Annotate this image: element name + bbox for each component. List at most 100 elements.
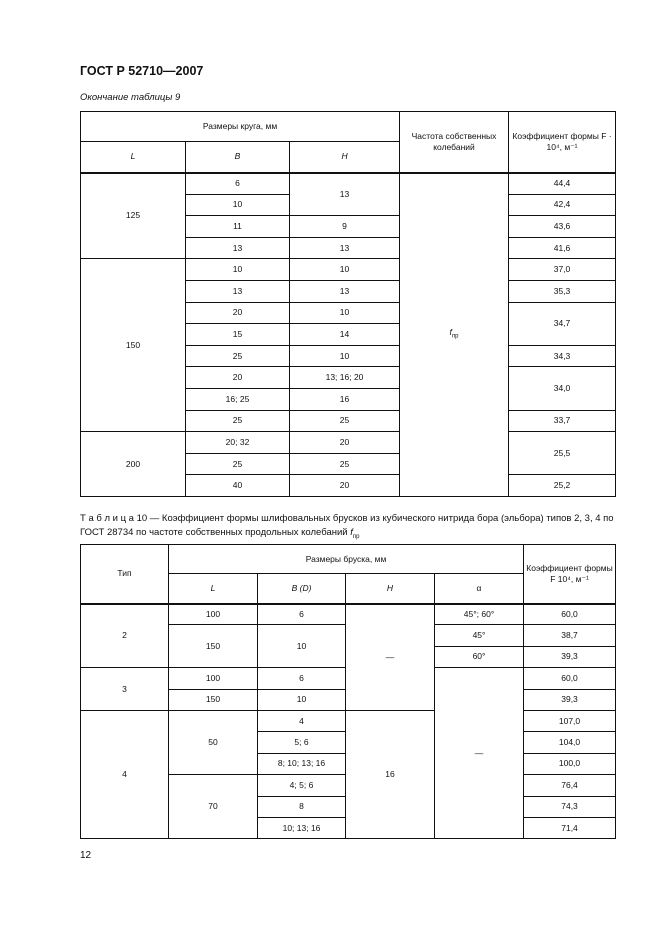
cell-text: 16; 25 bbox=[225, 393, 250, 404]
cell-text: 10 bbox=[296, 640, 307, 651]
cell-text: Частота собственных колебаний bbox=[411, 130, 497, 152]
cell-text: 10; 13; 16 bbox=[282, 822, 321, 833]
table-cell: 34,7 bbox=[508, 301, 617, 346]
table-cell: 6 bbox=[257, 667, 346, 690]
table-row: 20 13; 16; 20 34,0 bbox=[81, 366, 617, 411]
cell-text: 2 bbox=[122, 630, 127, 641]
cell-text: 60° bbox=[472, 651, 486, 662]
cell-text: 5; 6 bbox=[294, 737, 309, 748]
table-cell: 104,0 bbox=[523, 731, 617, 754]
table-cell: 25 bbox=[185, 452, 290, 476]
table-cell: 34,3 bbox=[508, 344, 617, 368]
table-cell: 13 bbox=[288, 279, 401, 303]
table-cell: 200 bbox=[80, 431, 186, 497]
cell-text: 9 bbox=[342, 220, 347, 231]
table-cell: 150 bbox=[80, 258, 186, 433]
table-cell: 42,4 bbox=[508, 193, 617, 217]
table-row: 11 9 43,6 bbox=[81, 215, 617, 238]
table-cell: 15 bbox=[185, 323, 290, 346]
header-cell: B bbox=[185, 141, 290, 174]
table-cell: 39,3 bbox=[523, 688, 617, 711]
table-cell: 8 bbox=[257, 795, 346, 818]
cell-text: 25 bbox=[339, 415, 350, 426]
table-cell: 2 bbox=[80, 602, 169, 669]
cell-text: 34,3 bbox=[553, 350, 571, 361]
cell-text: 4; 5; 6 bbox=[289, 779, 314, 790]
cell-text: 60,0 bbox=[561, 672, 578, 683]
table10-caption-text: Т а б л и ц а 10 — Коэффициент формы шли… bbox=[80, 513, 614, 538]
cell-text: 37,0 bbox=[553, 264, 571, 275]
cell-text: 10 bbox=[232, 264, 243, 275]
header-row: Размеры круга, мм Частота собственных кол… bbox=[79, 111, 617, 174]
table-cell: 35,3 bbox=[508, 279, 617, 303]
table-cell: 45° bbox=[433, 624, 525, 647]
cell-text: 38,7 bbox=[561, 630, 578, 641]
table-cell: 4; 5; 6 bbox=[257, 774, 346, 797]
header-row: Тип Размеры бруска, мм Коэффициент формы F… bbox=[80, 544, 617, 605]
cell-text: 10 bbox=[339, 307, 350, 318]
cell-text: 13; 16; 20 bbox=[325, 372, 364, 383]
table-cell: 3 bbox=[80, 667, 169, 711]
cell-text: 6 bbox=[299, 672, 304, 683]
cell-text: H bbox=[386, 582, 394, 593]
cell-text: 10 bbox=[339, 264, 350, 275]
table-cell: 14 bbox=[288, 323, 401, 346]
table-row: 60° 39,3 bbox=[81, 645, 617, 669]
cell-text: 41,6 bbox=[553, 242, 571, 253]
table-row: 25 10 34,3 bbox=[81, 344, 617, 368]
header-cell: Размеры бруска, мм bbox=[167, 544, 525, 574]
cell-text: 16 bbox=[339, 393, 350, 404]
table-cell: 43,6 bbox=[508, 215, 617, 238]
table-cell: 13 bbox=[288, 236, 401, 260]
cell-text: — bbox=[474, 747, 484, 758]
header-cell: Коэффициент формы F · 10⁴, м⁻¹ bbox=[508, 111, 617, 174]
cell-text: 25 bbox=[339, 458, 350, 469]
table-row: 16; 25 16 bbox=[81, 387, 616, 411]
cell-text: B (D) bbox=[291, 582, 312, 593]
header-cell: L bbox=[168, 573, 258, 605]
cell-text: 6 bbox=[235, 178, 240, 189]
header-cell: Тип bbox=[80, 544, 169, 605]
table-row: 13 13 41,6 bbox=[81, 236, 617, 260]
cell-text: 3 bbox=[122, 683, 127, 694]
cell-text: 100,0 bbox=[558, 758, 581, 769]
table-cell: 20 bbox=[185, 301, 290, 325]
cell-text: 4 bbox=[299, 715, 304, 726]
cell-text: 11 bbox=[233, 220, 242, 231]
cell-text: 13 bbox=[339, 188, 350, 199]
cell-text: L bbox=[210, 582, 216, 593]
table-row: 200 20; 32 20 25,5 bbox=[80, 431, 617, 497]
table-row: 150 10 39,3 bbox=[81, 688, 617, 711]
cell-text: 13 bbox=[339, 242, 350, 253]
table-cell: 33,7 bbox=[508, 409, 617, 433]
table-cell: 44,4 bbox=[508, 172, 617, 195]
table-cell: 11 bbox=[185, 215, 290, 238]
cell-text: 10 bbox=[232, 199, 243, 210]
cell-text: 43,6 bbox=[553, 220, 571, 231]
cell-text: 8 bbox=[299, 801, 304, 812]
header-cell: Частота собственных колебаний bbox=[399, 111, 510, 174]
cell-text: 70 bbox=[208, 801, 218, 812]
table-cell: 100,0 bbox=[523, 752, 617, 776]
header-cell: B (D) bbox=[257, 573, 346, 605]
cell-text: 13 bbox=[232, 242, 243, 253]
table-row: 150 10 10 37,0 bbox=[80, 258, 617, 433]
table-cell: 60° bbox=[433, 645, 525, 669]
cell-text: 20 bbox=[232, 372, 243, 383]
table-cell: 8; 10; 13; 16 bbox=[257, 752, 346, 776]
table-cell: 25,5 bbox=[508, 431, 617, 476]
table-cell: 20 bbox=[185, 366, 290, 389]
table-cell: 41,6 bbox=[508, 236, 617, 260]
cell-text: 40 bbox=[232, 480, 243, 491]
cell-text: 39,3 bbox=[561, 694, 578, 705]
table-cell: 10 bbox=[185, 258, 290, 281]
cell-text: 4 bbox=[122, 769, 127, 780]
table-cell: 20; 32 bbox=[185, 431, 290, 454]
cell-subscript: пр bbox=[451, 333, 459, 340]
cell-text: 45° bbox=[472, 630, 486, 641]
table-cell: 70 bbox=[168, 774, 258, 840]
table-cell: 45°; 60° bbox=[433, 602, 525, 626]
cell-text: 150 bbox=[205, 640, 221, 651]
cell-text: 42,4 bbox=[553, 199, 571, 210]
